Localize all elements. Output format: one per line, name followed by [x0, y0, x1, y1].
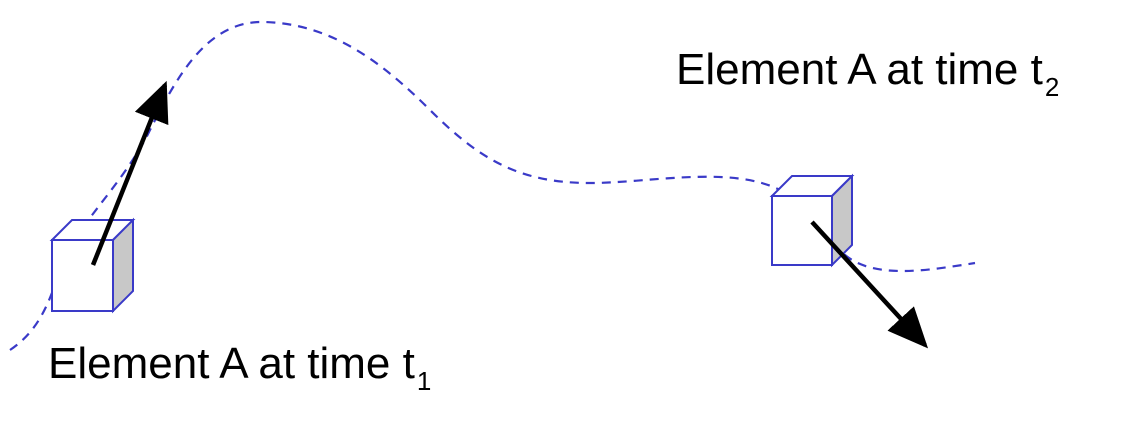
cube-t2-front-face — [771, 195, 833, 266]
label-element-a-time-t2: Element A at time t2 — [676, 45, 1059, 101]
label-t2-subscript: 2 — [1044, 72, 1060, 102]
velocity-arrow-t2-arrow-icon — [810, 220, 929, 349]
velocity-arrow-t1-arrow-icon — [90, 80, 169, 266]
element-a-t2-cube-icon — [769, 173, 855, 268]
label-element-a-time-t1: Element A at time t1 — [48, 339, 431, 395]
element-a-t1-cube-icon — [49, 217, 136, 314]
label-t1-subscript: 1 — [416, 366, 432, 396]
label-t2-text: Element A at time t — [676, 45, 1043, 94]
cube-t1-front-face — [51, 239, 114, 312]
label-t1-text: Element A at time t — [48, 339, 415, 388]
